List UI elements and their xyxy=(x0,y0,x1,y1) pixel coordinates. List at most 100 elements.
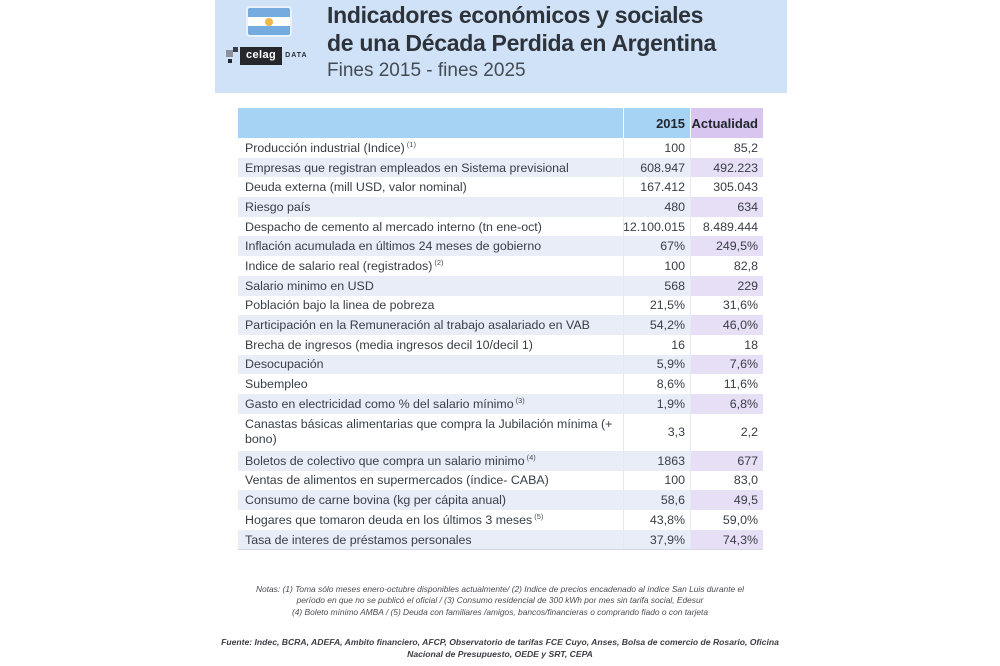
value-actualidad: 82,8 xyxy=(690,256,763,276)
flag-stripe xyxy=(248,26,290,35)
indicator-label: Población bajo la linea de pobreza xyxy=(245,298,435,313)
indicator-label: Riesgo país xyxy=(245,199,311,214)
value-actualidad: 31,6% xyxy=(690,295,763,316)
indicator-label: Brecha de ingresos (media ingresos decil… xyxy=(245,337,533,352)
col-header-indicator xyxy=(238,108,623,138)
table-row: Riesgo país 480 634 xyxy=(238,197,763,217)
indicator-label: Participación en la Remuneración al trab… xyxy=(245,318,590,333)
indicator-label-cell: Boletos de colectivo que compra un salar… xyxy=(238,450,623,471)
table-row: Empresas que registran empleados en Sist… xyxy=(238,157,763,178)
indicator-label-cell: Ventas de alimentos en supermercados (ín… xyxy=(238,471,623,491)
value-actualidad: 46,0% xyxy=(690,315,763,335)
indicator-label-cell: Consumo de carne bovina (kg per cápita a… xyxy=(238,490,623,510)
celag-logo: celag DATA xyxy=(226,46,308,65)
indicator-label-cell: Despacho de cemento al mercado interno (… xyxy=(238,217,623,237)
col-header-2015: 2015 xyxy=(623,108,690,138)
value-2015: 608.947 xyxy=(623,157,690,178)
celag-logo-data-label: DATA xyxy=(285,52,308,59)
footnotes-line: período en que no se publicó el oficial … xyxy=(296,595,704,606)
brand-column: celag DATA xyxy=(215,0,327,93)
footnote-ref: (2) xyxy=(434,258,444,268)
footnote-ref: (1) xyxy=(406,140,416,149)
flag-stripe xyxy=(248,17,290,26)
value-2015: 58,6 xyxy=(623,490,690,510)
indicator-label: Salario minimo en USD xyxy=(245,278,374,293)
indicators-table: 2015 Actualidad Producción industrial (I… xyxy=(238,108,763,551)
indicator-label-cell: Deuda externa (mill USD, valor nominal) xyxy=(238,177,623,197)
table-row: Hogares que tomaron deuda en los últimos… xyxy=(238,509,763,530)
table-row: Canastas básicas alimentarias que compra… xyxy=(238,413,763,451)
value-actualidad: 18 xyxy=(690,334,763,355)
table-row: Inflación acumulada en últimos 24 meses … xyxy=(238,236,763,257)
page-title-line2: de una Década Perdida en Argentina xyxy=(327,29,716,56)
table-row: Participación en la Remuneración al trab… xyxy=(238,315,763,335)
value-actualidad: 492.223 xyxy=(690,157,763,178)
indicator-label-cell: Riesgo país xyxy=(238,197,623,217)
value-actualidad: 85,2 xyxy=(690,138,763,158)
value-2015: 100 xyxy=(623,138,690,158)
indicator-label: Desocupación xyxy=(245,357,324,372)
footnotes: Notas: (1) Toma sólo meses enero-octubre… xyxy=(190,584,810,618)
indicator-label: Inflación acumulada en últimos 24 meses … xyxy=(245,239,542,254)
indicator-label-cell: Brecha de ingresos (media ingresos decil… xyxy=(238,335,623,355)
value-actualidad: 49,5 xyxy=(690,490,763,510)
indicator-label: Canastas básicas alimentarias que compra… xyxy=(245,416,613,447)
title-block: Indicadores económicos y sociales de una … xyxy=(327,2,797,82)
indicator-label-cell: Tasa de interes de préstamos personales xyxy=(238,529,623,550)
value-2015: 3,3 xyxy=(623,413,690,451)
table-row: Ventas de alimentos en supermercados (ín… xyxy=(238,470,763,491)
value-actualidad: 7,6% xyxy=(690,354,763,375)
value-actualidad: 11,6% xyxy=(690,374,763,394)
table-row: Brecha de ingresos (media ingresos decil… xyxy=(238,334,763,355)
indicator-label: Hogares que tomaron deuda en los últimos… xyxy=(245,512,533,527)
value-2015: 37,9% xyxy=(623,529,690,550)
table-row: Gasto en electricidad como % del salario… xyxy=(238,393,763,414)
footnotes-line: (4) Boleto mínimo AMBA / (5) Deuda con f… xyxy=(291,606,708,617)
source-line: Fuente: Indec, BCRA, ADEFA, Ambito finan… xyxy=(190,637,810,660)
indicator-label-cell: Desocupación xyxy=(238,354,623,375)
table-row: Salario minimo en USD 568 229 xyxy=(238,275,763,296)
indicator-label: Gasto en electricidad como % del salario… xyxy=(245,396,514,411)
value-actualidad: 59,0% xyxy=(690,509,763,530)
value-actualidad: 74,3% xyxy=(690,529,763,550)
indicator-label: Consumo de carne bovina (kg per cápita a… xyxy=(245,493,507,508)
table-row: Subempleo 8,6% 11,6% xyxy=(238,374,763,394)
table-row: Deuda externa (mill USD, valor nominal) … xyxy=(238,177,763,198)
indicator-label: Indice de salario real (registrados) xyxy=(245,258,433,273)
celag-logo-wordmark: celag xyxy=(240,46,283,65)
value-actualidad: 677 xyxy=(690,450,763,471)
indicator-label: Subempleo xyxy=(245,377,308,392)
source-line-text: Nacional de Presupuesto, OEDE y SRT, CEP… xyxy=(407,648,593,659)
indicator-label-cell: Participación en la Remuneración al trab… xyxy=(238,315,623,335)
indicator-label-cell: Empresas que registran empleados en Sist… xyxy=(238,157,623,178)
value-2015: 16 xyxy=(623,334,690,355)
value-2015: 100 xyxy=(623,470,690,491)
value-2015: 1,9% xyxy=(623,393,690,414)
table-row: Boletos de colectivo que compra un salar… xyxy=(238,450,763,471)
table-row: Tasa de interes de préstamos personales … xyxy=(238,529,763,550)
indicator-label-cell: Indice de salario real (registrados) (2) xyxy=(238,256,623,276)
value-actualidad: 229 xyxy=(690,275,763,296)
value-2015: 8,6% xyxy=(623,374,690,394)
indicator-label-cell: Inflación acumulada en últimos 24 meses … xyxy=(238,236,623,257)
value-actualidad: 634 xyxy=(690,197,763,217)
value-actualidad: 249,5% xyxy=(690,236,763,257)
indicator-label-cell: Hogares que tomaron deuda en los últimos… xyxy=(238,510,623,530)
table-row: Consumo de carne bovina (kg per cápita a… xyxy=(238,490,763,510)
value-2015: 100 xyxy=(623,256,690,276)
indicator-label-cell: Gasto en electricidad como % del salario… xyxy=(238,393,623,414)
table-row: Despacho de cemento al mercado interno (… xyxy=(238,216,763,237)
footnote-ref: (4) xyxy=(526,452,536,462)
indicator-label-cell: Población bajo la linea de pobreza xyxy=(238,296,623,316)
table-header-row: 2015 Actualidad xyxy=(238,108,763,138)
indicator-label: Ventas de alimentos en supermercados (ín… xyxy=(245,473,549,488)
footnotes-line: Notas: (1) Toma sólo meses enero-octubre… xyxy=(255,584,745,594)
indicator-label: Producción industrial (Indice) xyxy=(245,140,405,155)
value-2015: 1863 xyxy=(623,450,690,471)
footnote-ref: (3) xyxy=(515,395,525,405)
value-actualidad: 2,2 xyxy=(690,413,763,451)
indicator-label: Boletos de colectivo que compra un salar… xyxy=(245,453,525,468)
value-2015: 5,9% xyxy=(623,354,690,375)
argentina-flag-icon xyxy=(248,8,290,35)
value-2015: 21,5% xyxy=(623,295,690,316)
